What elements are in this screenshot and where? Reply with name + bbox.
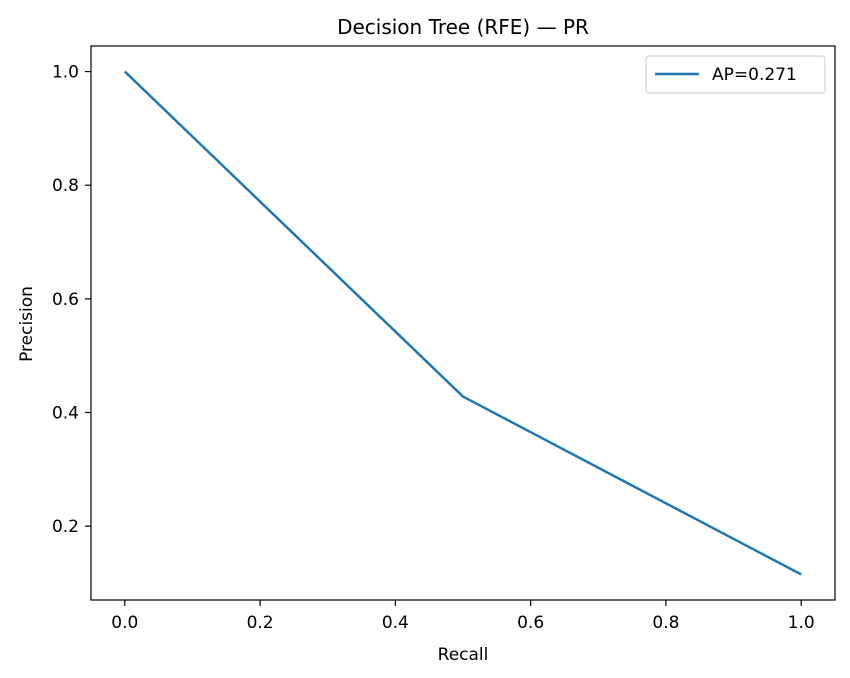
x-tick-label: 0.4 — [382, 613, 409, 633]
y-tick-label: 0.4 — [52, 403, 79, 423]
x-tick-label: 0.8 — [652, 613, 679, 633]
y-axis-label: Precision — [17, 286, 37, 362]
legend-entry-label: AP=0.271 — [712, 65, 797, 85]
axes-frame — [90, 45, 836, 601]
legend: AP=0.271 — [645, 55, 826, 94]
legend-box — [645, 55, 826, 94]
x-axis-ticks: 0.0 0.2 0.4 0.6 0.8 1.0 — [111, 600, 815, 633]
chart-title: Decision Tree (RFE) — PR — [337, 15, 589, 39]
x-tick-label: 0.6 — [517, 613, 544, 633]
x-tick-label: 0.2 — [247, 613, 274, 633]
x-tick-label: 1.0 — [788, 613, 815, 633]
y-tick-label: 0.8 — [52, 176, 79, 196]
x-tick-label: 0.0 — [111, 613, 138, 633]
y-tick-label: 1.0 — [52, 63, 79, 83]
x-axis-label: Recall — [438, 645, 489, 665]
y-axis-ticks: 0.2 0.4 0.6 0.8 1.0 — [52, 63, 91, 537]
plot-area — [123, 70, 802, 576]
y-tick-label: 0.2 — [52, 517, 79, 537]
y-tick-label: 0.6 — [52, 290, 79, 310]
